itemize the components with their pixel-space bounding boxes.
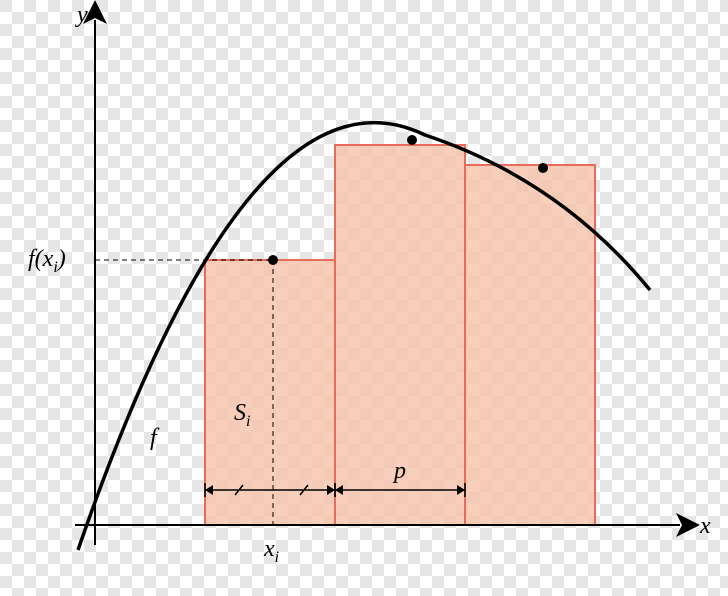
y-axis-label: y — [75, 2, 88, 28]
riemann-bar — [465, 165, 595, 525]
interval-p-label: p — [392, 458, 406, 484]
f-of-xi-label: f(xi) — [28, 246, 66, 276]
x-axis-label: x — [699, 513, 711, 539]
riemann-bar — [205, 260, 335, 525]
sample-point — [407, 135, 417, 145]
riemann-diagram: x y f p f(xi) Si xi — [0, 0, 728, 596]
sample-point — [268, 255, 278, 265]
sample-point — [538, 163, 548, 173]
